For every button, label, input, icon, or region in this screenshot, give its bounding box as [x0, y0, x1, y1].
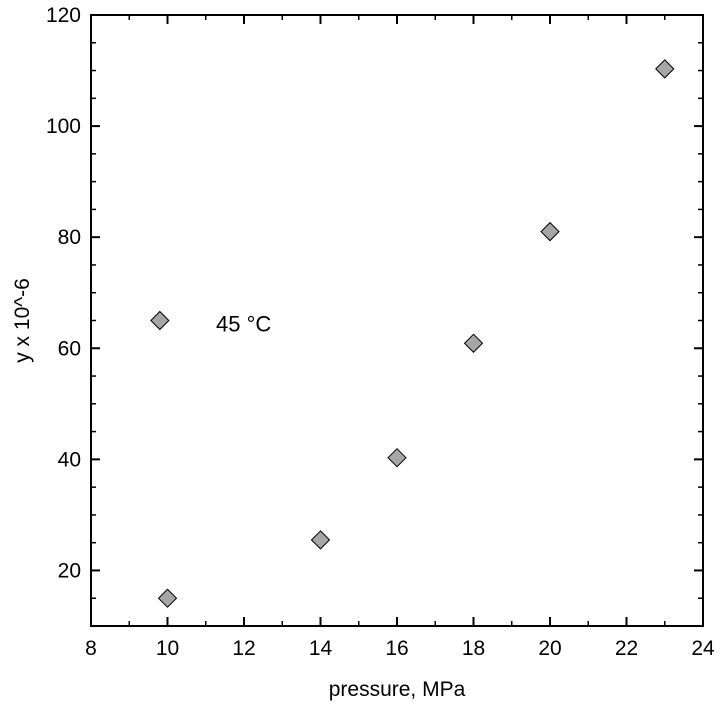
x-tick-label: 8 [85, 637, 97, 660]
y-tick-label: 40 [58, 448, 81, 471]
y-tick-label: 80 [58, 226, 81, 249]
y-tick-label: 60 [58, 337, 81, 360]
legend-marker-diamond [150, 310, 170, 331]
x-tick-label: 22 [615, 637, 638, 660]
x-tick-label: 16 [385, 637, 408, 660]
x-tick-label: 12 [232, 637, 255, 660]
data-point [655, 59, 675, 79]
x-axis-label: pressure, MPa [329, 678, 466, 701]
y-tick-label: 100 [46, 115, 81, 138]
data-point [387, 447, 407, 468]
data-points [157, 59, 675, 608]
y-tick-label: 20 [58, 559, 81, 582]
data-point [463, 333, 484, 353]
legend-label: 45 °C [216, 312, 271, 337]
y-axis-label: y x 10^-6 [11, 278, 34, 363]
x-tick-label: 24 [691, 637, 715, 660]
x-tick-label: 10 [156, 637, 179, 660]
major-ticks [90, 14, 704, 626]
legend: 45 °C [150, 310, 271, 337]
minor-ticks [91, 15, 703, 627]
data-point [540, 221, 560, 242]
data-point [157, 588, 178, 608]
x-tick-label: 18 [462, 637, 485, 660]
tick-labels: 8 10 12 14 16 18 20 22 24 20 40 60 80 100 120 [46, 4, 715, 660]
data-point [310, 530, 331, 550]
y-tick-label: 120 [46, 4, 81, 27]
x-tick-label: 14 [309, 637, 333, 660]
x-tick-label: 20 [538, 637, 561, 660]
plot-frame [90, 14, 704, 627]
